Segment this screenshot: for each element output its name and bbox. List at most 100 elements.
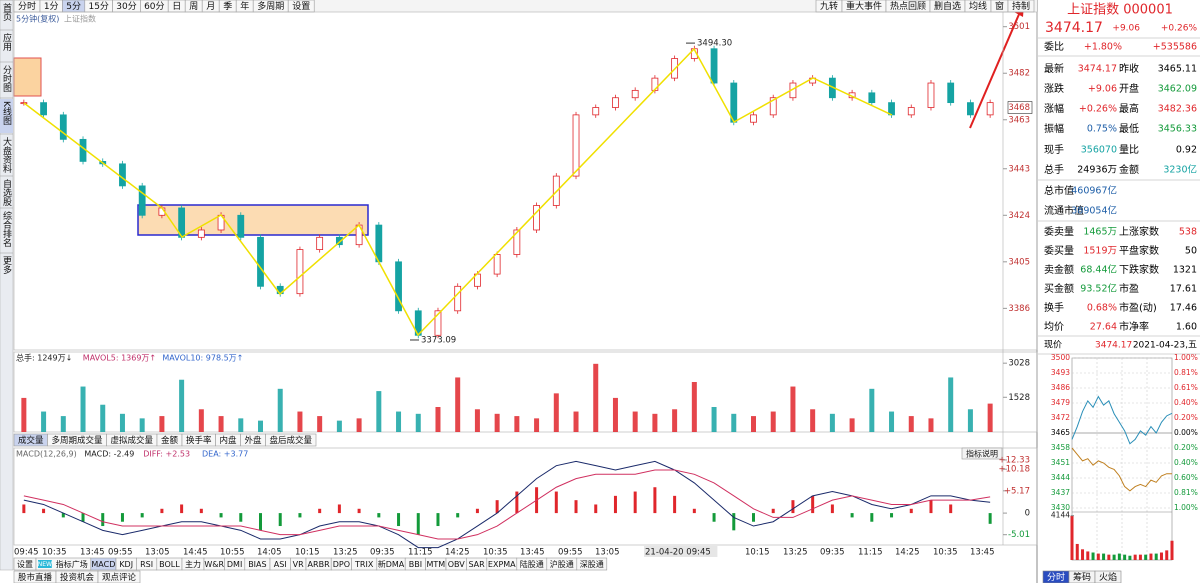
tab-label[interactable]: 外盘: [244, 435, 262, 446]
indicator-tab-label[interactable]: EXPMA: [488, 560, 516, 569]
mini-y-label: 3486: [1051, 383, 1070, 392]
sidebar-item[interactable]: 首页: [1, 2, 12, 22]
x-tick-label: 09:35: [370, 548, 395, 558]
mini-volume-bar: [1102, 553, 1106, 560]
y-tick-label: 3443: [1008, 164, 1030, 174]
indicator-tab-label[interactable]: 新DMA: [378, 559, 405, 569]
tab-label[interactable]: 均线: [969, 0, 987, 12]
y-tick-label: 3405: [1008, 257, 1030, 267]
indicator-tab-label[interactable]: 设置: [17, 559, 33, 569]
tab-label[interactable]: 观点评论: [102, 572, 137, 583]
indicator-tab-label[interactable]: VR: [293, 560, 304, 569]
quote-value: 356070: [1081, 145, 1117, 156]
indicator-tab-label[interactable]: ASI: [274, 560, 287, 569]
tab-label[interactable]: 虚拟成交量: [110, 435, 153, 446]
indicator-tab-label[interactable]: 沪股通: [550, 559, 574, 569]
tab-label[interactable]: 内盘: [219, 435, 237, 446]
tab-label[interactable]: 股市直播: [18, 572, 53, 583]
tab-label[interactable]: 1分: [44, 1, 59, 12]
sidebar-item[interactable]: 自选股: [1, 178, 12, 207]
indicator-help-label[interactable]: 指标说明: [966, 449, 998, 459]
indicator-tab-label[interactable]: DMI: [227, 560, 242, 569]
mini-y-label: 3451: [1051, 458, 1070, 467]
panel-tab-label[interactable]: 火焰: [1099, 571, 1117, 583]
tab-label[interactable]: 周: [189, 1, 198, 12]
macd-bar: [594, 504, 598, 514]
x-tick-label: 09:55: [558, 548, 583, 558]
mini-volume-bar: [1096, 553, 1100, 560]
sidebar-item[interactable]: 更多: [1, 256, 12, 275]
sidebar-item[interactable]: K线图: [1, 101, 12, 126]
sidebar-item[interactable]: 应用: [1, 32, 12, 52]
indicator-tab-label[interactable]: OBV: [448, 560, 466, 569]
tab[interactable]: [97, 570, 141, 583]
tab-label[interactable]: 持制: [1012, 0, 1030, 12]
indicator-tab-label[interactable]: 指标广场: [56, 559, 88, 569]
indicator-tab-label[interactable]: MTM: [426, 560, 445, 569]
mini-volume-bar: [1091, 552, 1095, 560]
indicator-tab-label[interactable]: W&R: [204, 560, 224, 569]
tab-label[interactable]: 金额: [161, 435, 179, 446]
tab-label[interactable]: 多周期成交量: [51, 435, 103, 446]
quote-value: 24936万: [1077, 165, 1117, 176]
tab-label[interactable]: 删自选: [934, 0, 961, 12]
indicator-tab-label[interactable]: KDJ: [119, 560, 133, 569]
indicator-tab-label[interactable]: BBI: [409, 560, 422, 569]
quote-value: 3462.09: [1158, 84, 1197, 95]
tab-label[interactable]: 多周期: [257, 0, 284, 12]
indicator-tab-label[interactable]: RSI: [140, 560, 153, 569]
indicator-tab-label[interactable]: ARBR: [308, 560, 331, 569]
indicator-tab-label[interactable]: BIAS: [248, 560, 266, 569]
tab-label[interactable]: 60分: [144, 1, 164, 12]
macd-bar: [456, 513, 460, 518]
macd-bar: [673, 495, 677, 514]
indicator-tab-label[interactable]: SAR: [468, 560, 485, 569]
indicator-tab-label[interactable]: 主力: [185, 559, 201, 569]
tab-label[interactable]: 季: [223, 0, 232, 12]
candle: [59, 114, 67, 140]
tab-label[interactable]: 15分: [88, 1, 108, 12]
indicator-tab-label[interactable]: 深股通: [580, 559, 604, 569]
tab-label[interactable]: 热点回顾: [890, 0, 926, 12]
panel-tab-label[interactable]: 筹码: [1073, 571, 1091, 583]
y-tick-label: 3482: [1008, 69, 1030, 79]
indicator-tab-label[interactable]: DPO: [333, 560, 350, 569]
sidebar-item[interactable]: 分时图: [1, 65, 12, 93]
tab-label[interactable]: 分时: [18, 0, 36, 12]
tab-label[interactable]: 投资机会: [60, 572, 95, 583]
tab-label[interactable]: 九转: [820, 0, 838, 12]
indicator-tab-label[interactable]: TRIX: [354, 560, 374, 569]
sidebar-item[interactable]: 大盘资料: [1, 136, 12, 174]
tab-label[interactable]: 30分: [116, 1, 136, 12]
tab-label[interactable]: 换手率: [186, 435, 212, 446]
tab-label[interactable]: 5分: [66, 1, 81, 12]
tab-label[interactable]: 盘后成交量: [269, 435, 312, 446]
quote-label: 委买量: [1044, 244, 1074, 257]
indicator-tab-label[interactable]: MACD: [91, 560, 115, 569]
volume-bar: [317, 416, 323, 432]
quote-label: 最低: [1119, 122, 1139, 135]
indicator-help-button[interactable]: [961, 447, 1003, 460]
tab-label[interactable]: 设置: [292, 1, 310, 12]
tab-label[interactable]: 窗: [995, 0, 1004, 12]
panel-tab-label[interactable]: 分时: [1047, 571, 1065, 583]
date-marker: [644, 546, 718, 557]
macd-bar: [752, 513, 755, 522]
macd-bar: [397, 513, 401, 527]
indicator-tab-label[interactable]: BOLL: [159, 560, 180, 569]
tab-label[interactable]: 日: [172, 1, 181, 12]
tab-label[interactable]: 年: [240, 0, 249, 12]
tab-label[interactable]: 重大事件: [846, 0, 882, 12]
panel-tab[interactable]: [1094, 570, 1122, 583]
indicator-tab[interactable]: [576, 557, 608, 571]
indicator-tab-label[interactable]: 陆股通: [520, 559, 544, 569]
macd-bar: [870, 513, 874, 522]
volume-bar: [474, 409, 480, 432]
volume-bar: [198, 409, 204, 432]
candle: [513, 229, 521, 255]
macd-bar: [653, 487, 657, 514]
tab-label[interactable]: 月: [206, 1, 215, 12]
sidebar-item[interactable]: 综合排名: [1, 210, 12, 248]
tab-label[interactable]: 成交量: [18, 435, 44, 446]
tab[interactable]: [265, 433, 317, 447]
